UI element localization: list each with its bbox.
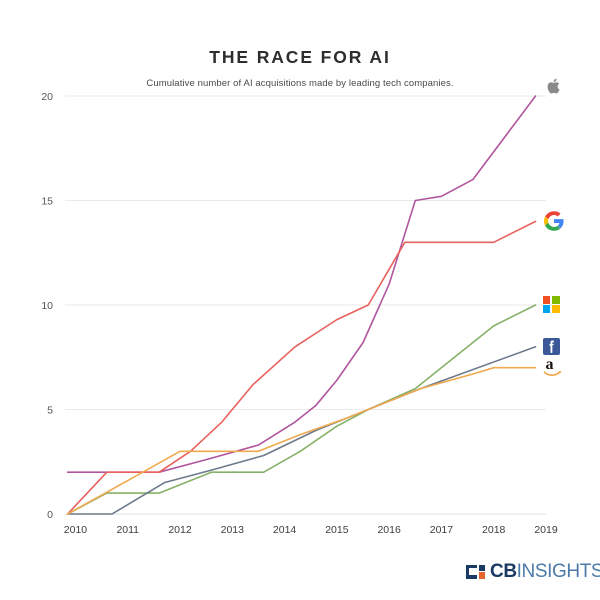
facebook-logo [542, 337, 563, 358]
y-axis-tick-label: 10 [41, 300, 53, 312]
cb-insights-logo: CBINSIGHTS [466, 562, 600, 581]
x-axis-tick-label: 2014 [273, 524, 297, 536]
chart-subtitle: Cumulative number of AI acquisitions mad… [146, 78, 454, 89]
google-logo [543, 211, 564, 232]
y-axis-tick-label: 20 [41, 91, 53, 103]
x-axis-tick-label: 2015 [325, 524, 349, 536]
x-axis-tick-label: 2012 [168, 524, 192, 536]
cb-insights-wordmark: CBINSIGHTS [490, 562, 600, 581]
series-line-google [66, 220, 537, 515]
y-axis-tick-label: 0 [47, 509, 53, 521]
y-axis-tick-label: 5 [47, 404, 53, 416]
x-axis-tick-label: 2018 [482, 524, 506, 536]
amazon-logo: a [543, 356, 563, 379]
apple-logo [544, 76, 564, 96]
series-line-facebook [66, 346, 537, 515]
x-axis-tick-label: 2017 [430, 524, 454, 536]
cb-insights-mark-icon [466, 564, 485, 579]
x-axis-tick-label: 2011 [116, 524, 139, 536]
x-axis-tick-label: 2016 [377, 524, 401, 536]
series-line-microsoft [66, 304, 537, 515]
brand-cb: CB [490, 561, 517, 582]
x-axis-tick-label: 2013 [221, 524, 245, 536]
y-axis-tick-label: 15 [41, 195, 53, 207]
microsoft-logo [542, 296, 563, 316]
series-line-amazon [66, 366, 537, 515]
brand-insights: INSIGHTS [516, 561, 600, 582]
chart-title: THE RACE FOR AI [209, 47, 391, 67]
x-axis-tick-label: 2010 [64, 524, 88, 536]
x-axis-tick-label: 2019 [534, 524, 558, 536]
series-line-apple [66, 95, 537, 473]
